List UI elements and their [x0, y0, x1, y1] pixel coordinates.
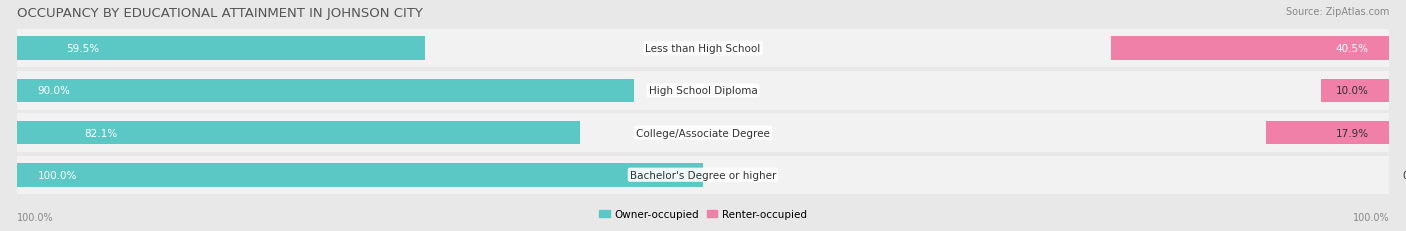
Bar — [1320, 79, 1389, 103]
Legend: Owner-occupied, Renter-occupied: Owner-occupied, Renter-occupied — [595, 205, 811, 224]
Text: 100.0%: 100.0% — [38, 170, 77, 180]
Text: 59.5%: 59.5% — [66, 44, 98, 54]
Bar — [1267, 121, 1389, 145]
Text: Bachelor's Degree or higher: Bachelor's Degree or higher — [630, 170, 776, 180]
Text: High School Diploma: High School Diploma — [648, 86, 758, 96]
Text: 17.9%: 17.9% — [1336, 128, 1368, 138]
Bar — [17, 37, 425, 61]
Text: 100.0%: 100.0% — [17, 212, 53, 222]
Text: OCCUPANCY BY EDUCATIONAL ATTAINMENT IN JOHNSON CITY: OCCUPANCY BY EDUCATIONAL ATTAINMENT IN J… — [17, 7, 423, 20]
Text: 82.1%: 82.1% — [84, 128, 118, 138]
Bar — [17, 121, 581, 145]
Bar — [17, 79, 634, 103]
Text: 90.0%: 90.0% — [38, 86, 70, 96]
Bar — [17, 163, 703, 187]
Text: 100.0%: 100.0% — [1353, 212, 1389, 222]
Text: 0.0%: 0.0% — [1403, 170, 1406, 180]
Text: Less than High School: Less than High School — [645, 44, 761, 54]
Text: College/Associate Degree: College/Associate Degree — [636, 128, 770, 138]
Text: Source: ZipAtlas.com: Source: ZipAtlas.com — [1285, 7, 1389, 17]
Text: 40.5%: 40.5% — [1336, 44, 1368, 54]
Bar — [1111, 37, 1389, 61]
Text: 10.0%: 10.0% — [1336, 86, 1368, 96]
